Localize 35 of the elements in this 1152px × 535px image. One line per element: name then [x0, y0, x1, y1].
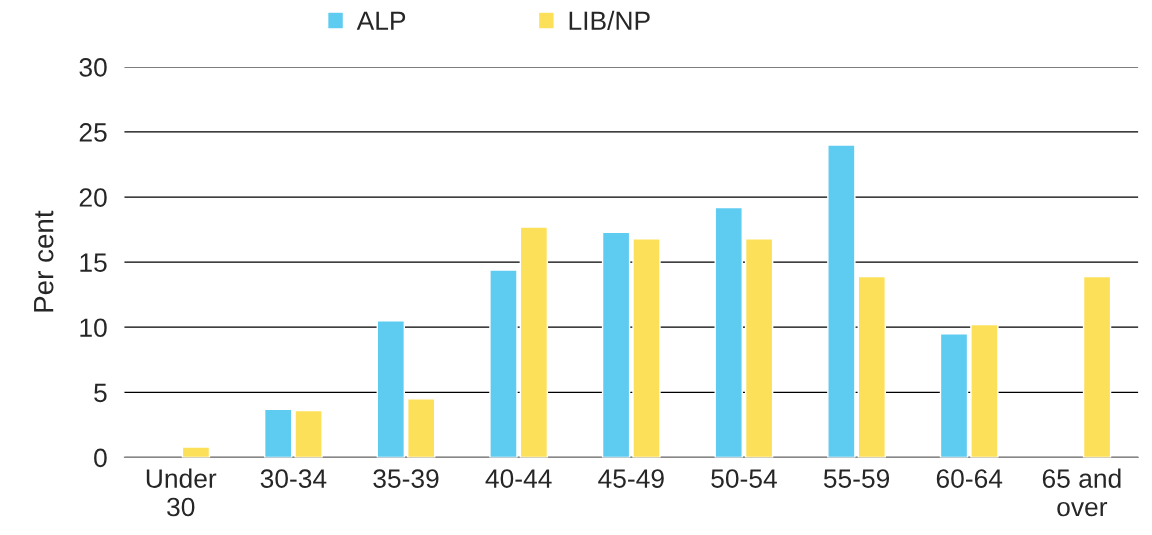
y-tick-label: 25	[79, 123, 107, 142]
legend-label: ALP	[356, 11, 406, 30]
x-tick-label: Under 30	[146, 468, 217, 517]
y-axis-title: Per cent	[34, 210, 54, 312]
bar	[519, 226, 549, 458]
y-tick-label: 10	[80, 318, 107, 338]
bar	[827, 144, 856, 458]
bar	[744, 238, 774, 458]
bar	[714, 206, 743, 458]
bar	[376, 320, 406, 458]
bar	[857, 275, 886, 458]
bar	[407, 398, 436, 458]
bar	[1082, 275, 1112, 458]
y-tick-label: 15	[80, 253, 107, 272]
bar	[939, 333, 969, 458]
legend-label: LIB/NP	[569, 10, 650, 31]
x-tick-label: 50-54	[711, 469, 777, 488]
bar	[294, 409, 323, 458]
bar	[263, 408, 293, 458]
x-tick-label: 60-64	[936, 469, 1003, 488]
bar	[489, 269, 518, 458]
y-tick-label: 5	[94, 383, 107, 403]
x-tick-label: 30-34	[260, 469, 327, 488]
y-tick-label: 0	[94, 448, 107, 468]
bar	[181, 446, 211, 458]
x-tick-label: 65 and over	[1042, 468, 1121, 517]
y-tick-label: 30	[79, 58, 107, 77]
bar	[970, 323, 999, 458]
x-tick-label: 40-44	[485, 469, 552, 488]
y-tick-label: 20	[79, 188, 107, 207]
x-tick-label: 35-39	[373, 469, 439, 488]
x-tick-label: 45-49	[598, 469, 664, 488]
bar	[632, 238, 661, 458]
bar	[601, 231, 631, 458]
x-tick-label: 55-59	[823, 469, 890, 488]
